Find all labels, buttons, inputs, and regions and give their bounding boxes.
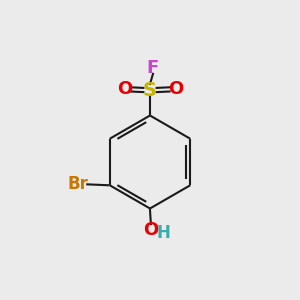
Text: O: O bbox=[168, 80, 183, 98]
Text: F: F bbox=[147, 59, 159, 77]
Text: O: O bbox=[143, 221, 158, 239]
Text: H: H bbox=[157, 224, 170, 242]
Text: S: S bbox=[143, 80, 157, 100]
Text: Br: Br bbox=[68, 175, 89, 193]
Text: O: O bbox=[117, 80, 132, 98]
